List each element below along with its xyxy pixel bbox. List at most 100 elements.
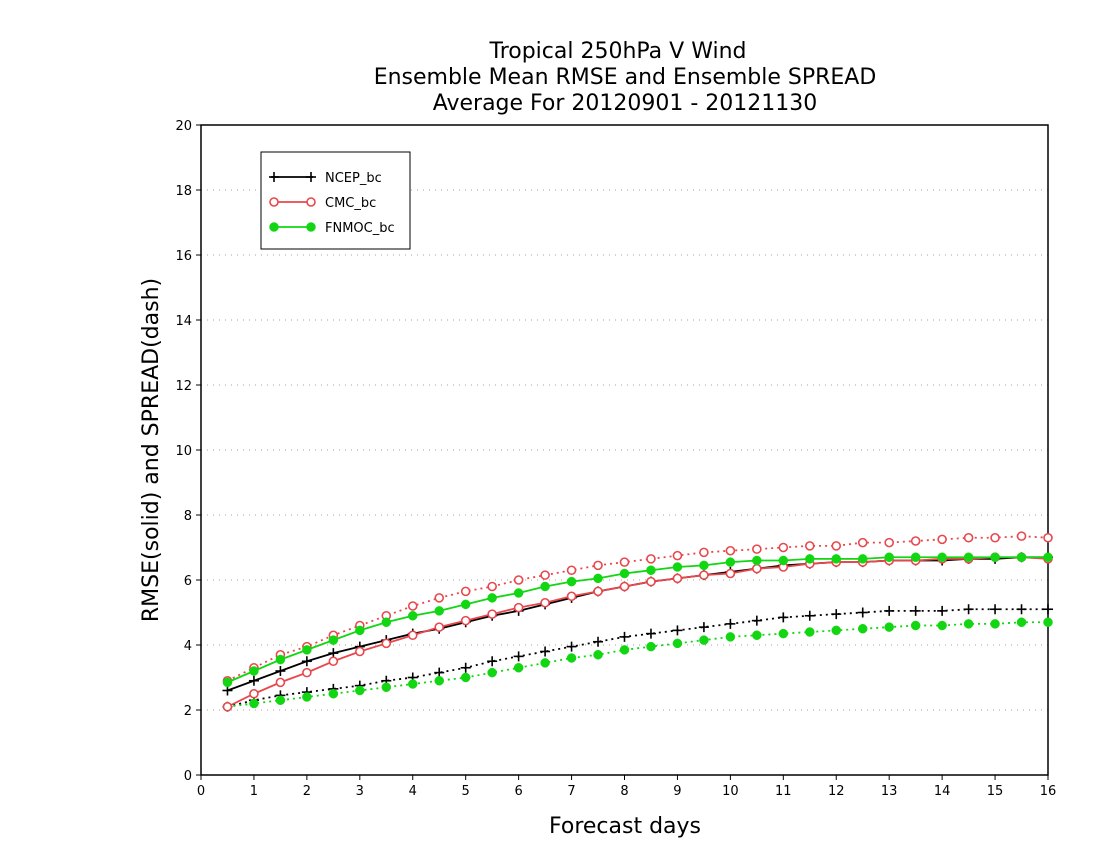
FNMOC_bc-spread-point (963, 619, 974, 629)
FNMOC_bc-rmse-point (937, 552, 947, 562)
CMC_bc-spread-point (778, 542, 789, 553)
NCEP_bc-spread-line (227, 608, 1048, 708)
FNMOC_bc-spread-point (752, 630, 762, 640)
CMC_bc-spread-point (699, 547, 709, 558)
x-tick-label: 11 (775, 784, 792, 799)
NCEP_bc-spread-point (804, 610, 815, 621)
y-tick-label: 0 (184, 769, 192, 784)
legend-marker (269, 222, 279, 232)
FNMOC_bc-rmse-point (619, 568, 630, 579)
FNMOC_bc-rmse-point (672, 562, 683, 572)
FNMOC_bc-rmse-series (222, 552, 1053, 688)
CMC_bc-rmse-point (328, 656, 339, 667)
legend-marker (269, 172, 279, 182)
x-tick-label: 13 (881, 784, 898, 799)
NCEP_bc-spread-point (1016, 604, 1027, 615)
FNMOC_bc-spread-point (805, 627, 815, 637)
FNMOC_bc-spread-point (831, 625, 841, 636)
x-tick-label: 4 (409, 784, 417, 799)
CMC_bc-spread-point (1043, 532, 1053, 543)
legend-label: CMC_bc (325, 196, 376, 211)
CMC_bc-rmse-point (540, 597, 550, 608)
CMC_bc-spread-point (857, 537, 868, 548)
CMC_bc-spread-point (513, 575, 524, 585)
y-tick-label: 4 (184, 639, 192, 654)
FNMOC_bc-rmse-point (460, 599, 471, 610)
x-tick-label: 2 (303, 784, 311, 799)
FNMOC_bc-spread-point (619, 645, 630, 655)
CMC_bc-rmse-series (222, 552, 1053, 712)
legend-marker (269, 197, 279, 207)
CMC_bc-rmse-point (646, 576, 656, 587)
NCEP_bc-rmse-series (222, 552, 1053, 696)
x-tick-label: 7 (567, 784, 575, 799)
x-tick-label: 8 (620, 784, 628, 799)
CMC_bc-spread-point (487, 581, 497, 592)
FNMOC_bc-rmse-point (593, 573, 603, 584)
NCEP_bc-spread-point (857, 607, 868, 618)
legend-box (260, 151, 411, 250)
x-tick-label: 10 (722, 784, 739, 799)
FNMOC_bc-rmse-line (227, 556, 1048, 684)
legend-marker (306, 172, 316, 182)
FNMOC_bc-rmse-point (884, 552, 894, 562)
CMC_bc-rmse-point (699, 570, 709, 580)
FNMOC_bc-spread-point (434, 676, 444, 686)
y-tick-label: 2 (184, 704, 192, 719)
FNMOC_bc-rmse-point (566, 576, 577, 587)
legend-entry: NCEP_bc (269, 171, 382, 186)
FNMOC_bc-rmse-point (805, 554, 815, 564)
x-tick-label: 1 (250, 784, 258, 799)
CMC_bc-rmse-point (619, 581, 630, 592)
y-tick-label: 18 (175, 184, 192, 199)
FNMOC_bc-rmse-point (725, 557, 736, 567)
NCEP_bc-spread-point (963, 604, 974, 615)
CMC_bc-rmse-point (752, 563, 762, 574)
FNMOC_bc-rmse-point (990, 552, 1000, 562)
FNMOC_bc-spread-point (778, 628, 789, 639)
CMC_bc-spread-point (725, 545, 736, 556)
x-tick-label: 0 (197, 784, 205, 799)
NCEP_bc-spread-point (513, 651, 524, 662)
NCEP_bc-rmse-point (222, 685, 233, 696)
FNMOC_bc-rmse-point (778, 555, 789, 566)
NCEP_bc-spread-point (1043, 604, 1053, 615)
FNMOC_bc-spread-point (937, 620, 947, 631)
FNMOC_bc-rmse-point (646, 565, 656, 575)
CMC_bc-rmse-point (407, 630, 418, 641)
FNMOC_bc-spread-point (910, 620, 921, 631)
FNMOC_bc-rmse-point (328, 635, 339, 645)
FNMOC_bc-spread-point (593, 650, 603, 660)
FNMOC_bc-spread-point (513, 663, 524, 673)
CMC_bc-spread-point (593, 560, 603, 571)
FNMOC_bc-spread-point (540, 658, 550, 668)
FNMOC_bc-spread-point (699, 635, 709, 645)
x-tick-label: 12 (828, 784, 845, 799)
CMC_bc-spread-series (222, 531, 1053, 686)
y-tick-label: 20 (175, 119, 192, 134)
y-tick-label: 14 (175, 314, 192, 329)
NCEP_bc-spread-point (751, 615, 762, 626)
CMC_bc-rmse-point (566, 591, 577, 602)
x-tick-label: 5 (462, 784, 470, 799)
FNMOC_bc-rmse-point (752, 555, 762, 566)
title-line-1: Tropical 250hPa V Wind (488, 39, 746, 64)
chart-title: Tropical 250hPa V Wind Ensemble Mean RMS… (374, 39, 877, 116)
x-tick-label: 3 (356, 784, 364, 799)
NCEP_bc-rmse-point (248, 675, 259, 686)
NCEP_bc-spread-point (434, 667, 445, 678)
CMC_bc-rmse-line (227, 556, 1049, 708)
FNMOC_bc-rmse-point (381, 617, 392, 627)
FNMOC_bc-rmse-point (487, 593, 497, 603)
x-tick-label: 15 (987, 784, 1004, 799)
FNMOC_bc-spread-point (408, 679, 418, 689)
y-tick-label: 6 (184, 574, 192, 589)
NCEP_bc-spread-point (487, 656, 498, 667)
FNMOC_bc-rmse-point (434, 606, 444, 616)
CMC_bc-rmse-point (381, 638, 392, 649)
CMC_bc-spread-point (566, 565, 577, 576)
NCEP_bc-rmse-point (275, 666, 286, 676)
CMC_bc-rmse-point (249, 688, 259, 699)
CMC_bc-spread-point (646, 554, 656, 564)
